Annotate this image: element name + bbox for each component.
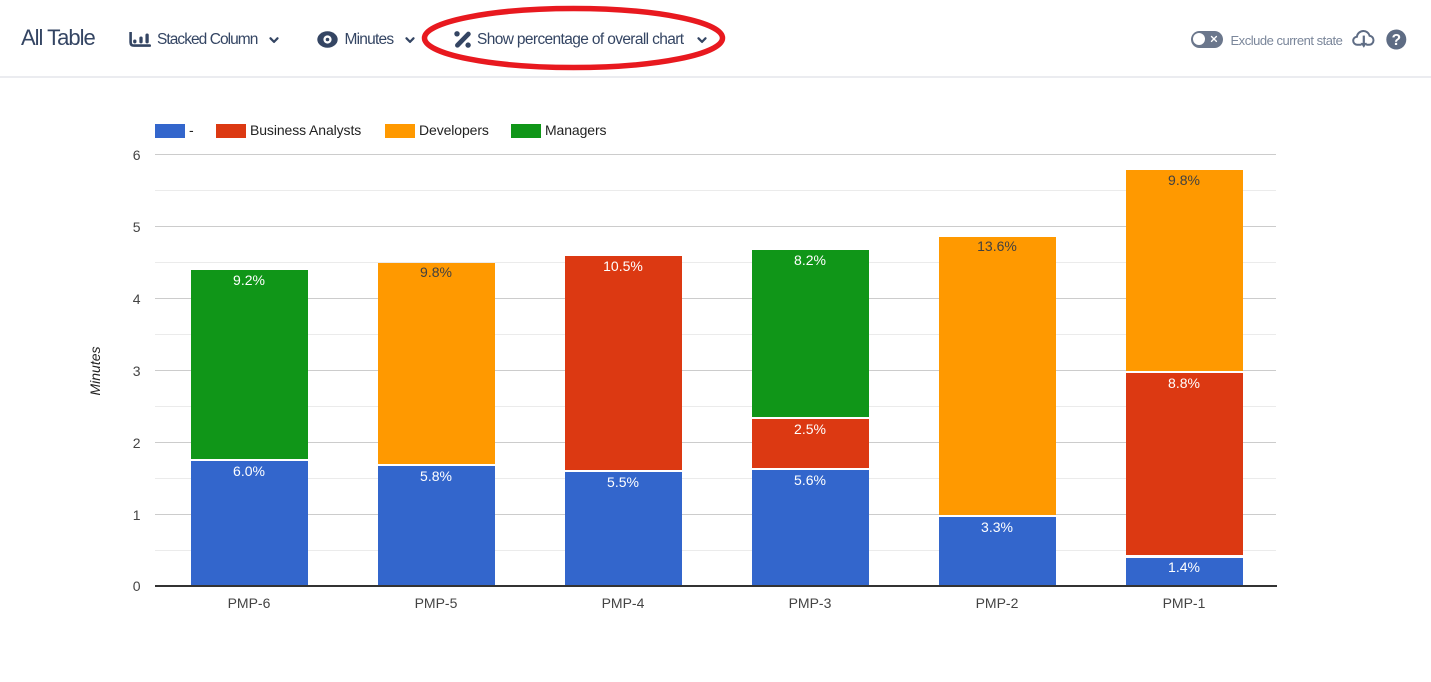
svg-text:?: ? xyxy=(1391,31,1400,48)
